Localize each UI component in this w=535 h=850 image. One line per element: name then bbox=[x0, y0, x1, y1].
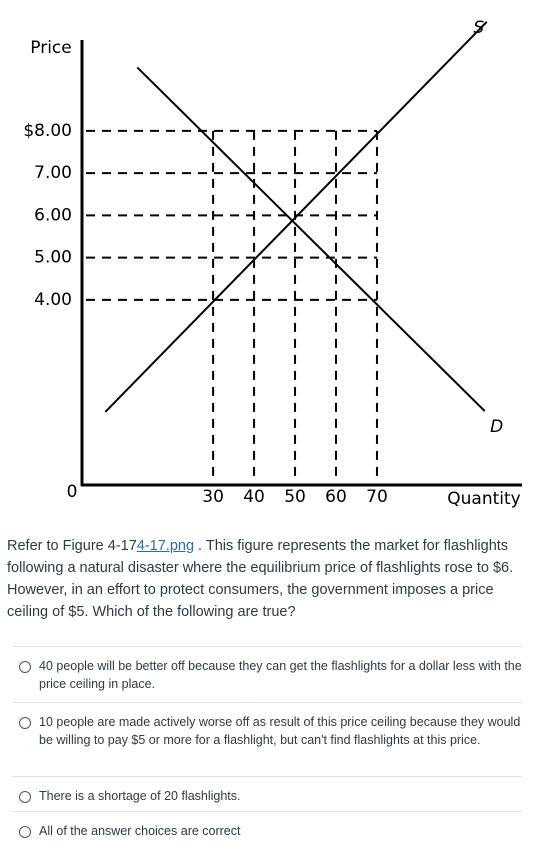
y-tick-label: 4.00 bbox=[34, 290, 72, 310]
option-text: 40 people will be better off because the… bbox=[39, 659, 522, 691]
x-tick-label: 60 bbox=[325, 487, 347, 507]
series-line bbox=[104, 21, 488, 413]
y-tick-label: 5.00 bbox=[34, 248, 72, 268]
y-axis-label: Price bbox=[30, 38, 71, 58]
x-tick-label: 50 bbox=[284, 487, 306, 507]
option-text: All of the answer choices are correct bbox=[39, 824, 241, 838]
x-tick-label: 30 bbox=[202, 487, 224, 507]
option-text: 10 people are made actively worse off as… bbox=[39, 715, 521, 747]
answer-option[interactable]: 10 people are made actively worse off as… bbox=[12, 702, 522, 749]
radio-button[interactable] bbox=[19, 717, 31, 729]
y-tick-label: 6.00 bbox=[34, 205, 72, 225]
question: Refer to Figure 4-174-17.png . This figu… bbox=[7, 535, 517, 623]
origin-label: 0 bbox=[67, 482, 78, 502]
question-prefix: Refer to Figure 4-17 bbox=[7, 538, 137, 554]
series-label: D bbox=[490, 417, 503, 437]
y-tick-label: 7.00 bbox=[34, 163, 72, 183]
series-line bbox=[136, 66, 486, 412]
figure: Price Quantity 0 4.00 5.00 6.00 7.00 $8.00 30… bbox=[23, 18, 522, 509]
option-text: There is a shortage of 20 flashlights. bbox=[39, 789, 241, 803]
question-suffix: . This figure represents the market for … bbox=[7, 538, 514, 620]
series-label: S bbox=[473, 18, 484, 38]
x-axis-label: Quantity bbox=[447, 489, 520, 509]
answer-option[interactable]: All of the answer choices are correct bbox=[12, 811, 522, 840]
y-tick-label: $8.00 bbox=[23, 121, 72, 141]
answer-option[interactable]: 40 people will be better off because the… bbox=[12, 646, 522, 693]
radio-button[interactable] bbox=[19, 791, 31, 803]
radio-button[interactable] bbox=[19, 826, 31, 838]
radio-button[interactable] bbox=[19, 661, 31, 673]
x-tick-label: 70 bbox=[366, 487, 388, 507]
figure-link[interactable]: 4-17.png bbox=[136, 538, 195, 554]
x-tick-label: 40 bbox=[243, 487, 265, 507]
answer-option[interactable]: There is a shortage of 20 flashlights. bbox=[12, 776, 522, 805]
